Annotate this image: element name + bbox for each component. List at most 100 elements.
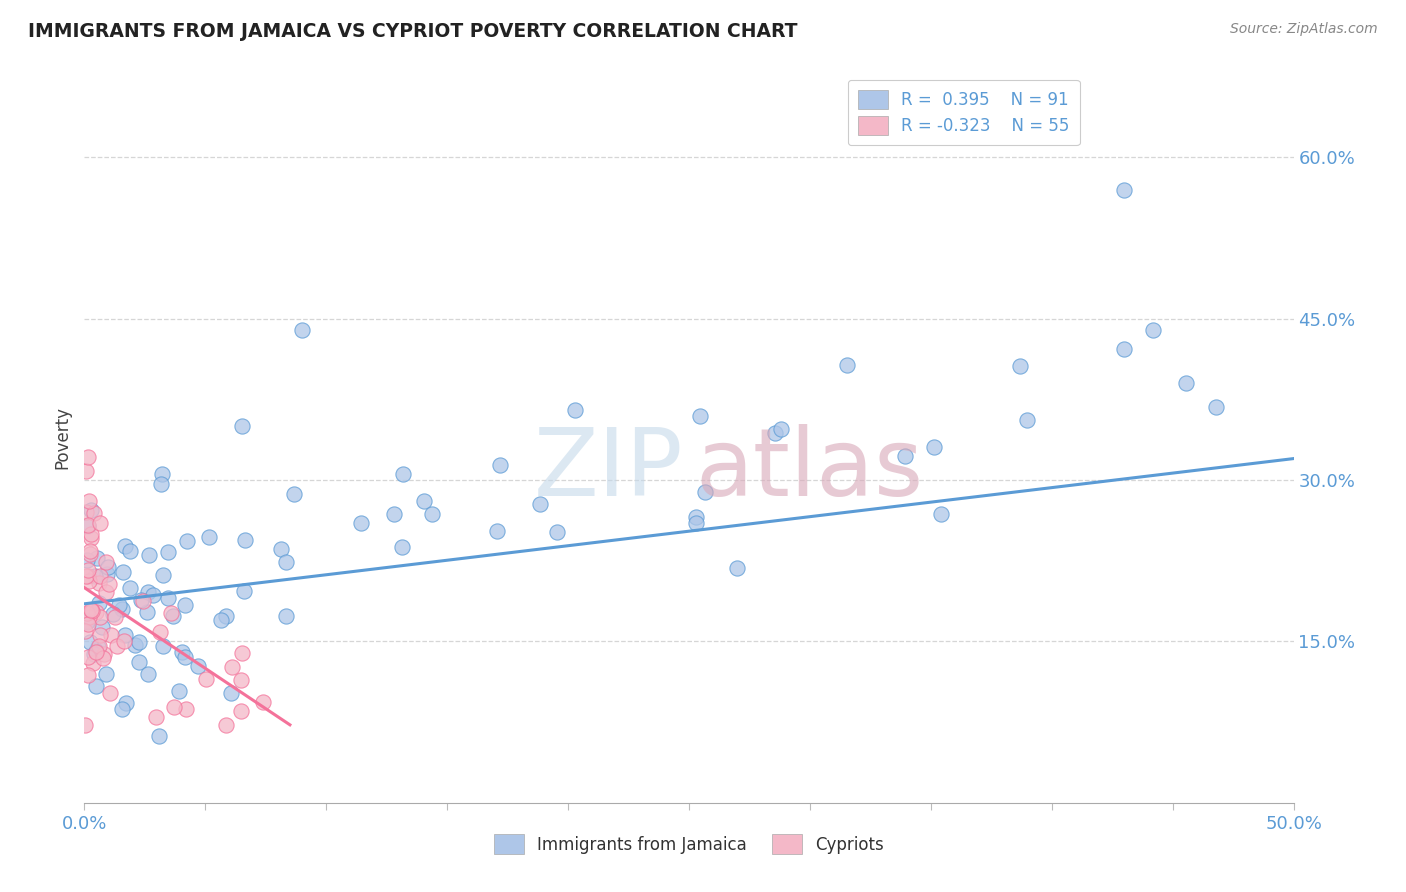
Point (150, 467, 173, 481)
Point (156, 591, 179, 605)
Text: atlas: atlas (695, 424, 924, 516)
Point (162, 608, 184, 623)
Point (77, 574, 100, 588)
Point (76, 606, 98, 620)
Point (89, 569, 111, 583)
Point (77, 568, 100, 582)
Legend: Immigrants from Jamaica, Cypriots: Immigrants from Jamaica, Cypriots (488, 828, 890, 860)
Point (176, 534, 198, 549)
Point (685, 516, 707, 531)
Point (1174, 376, 1197, 391)
Point (86, 605, 108, 619)
Point (111, 565, 134, 579)
Point (209, 613, 232, 627)
Point (152, 567, 174, 582)
Point (170, 645, 193, 659)
Point (152, 639, 174, 653)
Point (138, 585, 160, 599)
Point (96, 566, 118, 581)
Point (135, 605, 157, 619)
Point (922, 440, 945, 454)
Point (79, 544, 101, 558)
Point (82, 656, 104, 670)
Point (215, 608, 238, 623)
Point (80, 603, 103, 617)
Point (221, 660, 243, 674)
Point (489, 458, 512, 473)
Point (276, 555, 298, 569)
Text: Source: ZipAtlas.com: Source: ZipAtlas.com (1230, 22, 1378, 37)
Point (87, 640, 110, 654)
Point (167, 683, 190, 698)
Point (84, 643, 107, 657)
Point (86, 645, 108, 659)
Point (96, 556, 118, 570)
Point (546, 525, 568, 540)
Point (132, 594, 155, 608)
Text: ZIP: ZIP (533, 424, 683, 516)
Point (112, 634, 135, 648)
Point (291, 322, 314, 336)
Point (98, 686, 121, 700)
Point (894, 449, 917, 463)
Point (382, 507, 405, 521)
Point (412, 494, 434, 508)
Point (1114, 183, 1136, 197)
Point (1015, 413, 1038, 427)
Point (94, 584, 117, 599)
Point (76, 518, 98, 533)
Y-axis label: Poverty: Poverty (53, 406, 72, 468)
Point (87, 640, 110, 654)
Point (100, 628, 122, 642)
Point (1142, 323, 1164, 337)
Point (87, 575, 110, 590)
Point (89, 597, 111, 611)
Point (1008, 359, 1031, 373)
Point (105, 639, 128, 653)
Point (91, 620, 114, 634)
Point (149, 476, 172, 491)
Text: IMMIGRANTS FROM JAMAICA VS CYPRIOT POVERTY CORRELATION CHART: IMMIGRANTS FROM JAMAICA VS CYPRIOT POVER… (28, 22, 797, 41)
Point (76, 649, 98, 664)
Point (83, 506, 105, 520)
Point (689, 409, 711, 423)
Point (162, 699, 184, 714)
Point (145, 710, 167, 724)
Point (80, 527, 103, 541)
Point (231, 419, 253, 434)
Point (89, 516, 111, 531)
Point (835, 359, 858, 373)
Point (75, 568, 97, 582)
Point (128, 655, 150, 669)
Point (84, 569, 107, 583)
Point (1205, 400, 1227, 414)
Point (89, 610, 111, 624)
Point (232, 584, 254, 599)
Point (486, 524, 509, 539)
Point (695, 485, 717, 500)
Point (276, 609, 298, 624)
Point (173, 598, 195, 612)
Point (187, 659, 209, 673)
Point (148, 729, 170, 743)
Point (160, 606, 183, 620)
Point (73, 624, 96, 638)
Point (76, 517, 98, 532)
Point (149, 625, 172, 640)
Point (104, 610, 127, 624)
Point (765, 425, 787, 440)
Point (83, 647, 105, 661)
Point (931, 507, 953, 521)
Point (173, 650, 195, 665)
Point (77, 668, 100, 682)
Point (214, 717, 236, 731)
Point (252, 695, 274, 709)
Point (350, 516, 373, 530)
Point (76, 563, 98, 577)
Point (77, 493, 100, 508)
Point (529, 497, 551, 511)
Point (80, 531, 103, 545)
Point (101, 607, 124, 622)
Point (94, 667, 117, 681)
Point (142, 588, 165, 602)
